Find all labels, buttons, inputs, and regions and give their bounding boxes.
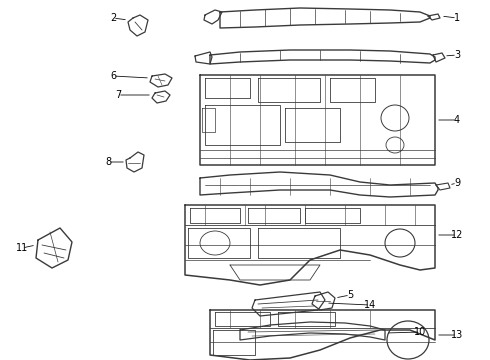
Text: 7: 7 bbox=[115, 90, 121, 100]
Text: 9: 9 bbox=[454, 178, 460, 188]
Text: 8: 8 bbox=[105, 157, 111, 167]
Text: 4: 4 bbox=[454, 115, 460, 125]
Text: 14: 14 bbox=[364, 300, 376, 310]
Text: 13: 13 bbox=[451, 330, 463, 340]
Text: 2: 2 bbox=[110, 13, 116, 23]
Text: 3: 3 bbox=[454, 50, 460, 60]
Text: 6: 6 bbox=[110, 71, 116, 81]
Text: 1: 1 bbox=[454, 13, 460, 23]
Text: 12: 12 bbox=[451, 230, 463, 240]
Text: 10: 10 bbox=[414, 327, 426, 337]
Text: 11: 11 bbox=[16, 243, 28, 253]
Text: 5: 5 bbox=[347, 290, 353, 300]
